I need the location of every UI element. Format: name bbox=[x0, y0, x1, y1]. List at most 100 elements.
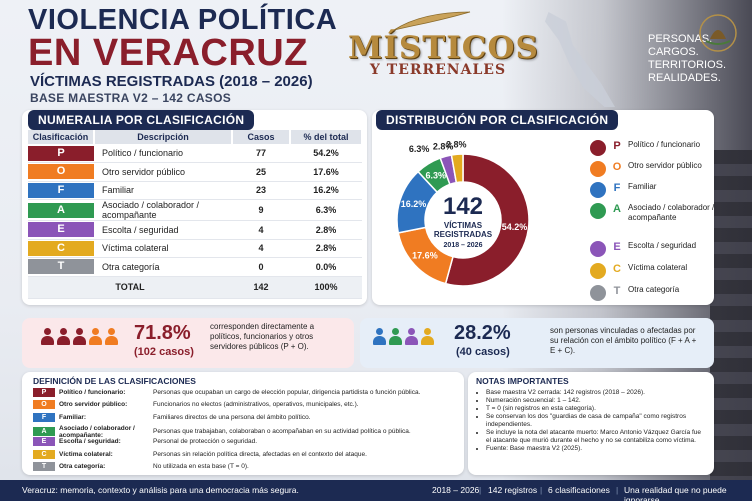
legend-swatch bbox=[590, 285, 606, 301]
definition-row: O Otro servidor público: Funcionarios no e… bbox=[33, 400, 453, 410]
person-icon bbox=[388, 328, 402, 346]
percent-cell: 6.3% bbox=[290, 199, 362, 221]
stat-percent: 71.8% bbox=[134, 322, 191, 344]
logo: MÍSTICOS Y TERRENALES bbox=[348, 30, 539, 94]
legend-item: T Otra categoría bbox=[590, 285, 716, 301]
definition-row: A Asociado / colaborador / acompañante: Pe… bbox=[33, 425, 453, 439]
class-code-badge: E bbox=[33, 437, 55, 447]
note-item: Fuente: Base maestra V2 (2025). bbox=[486, 445, 706, 453]
class-code-cell: O bbox=[28, 162, 94, 182]
definition-name: Víctima colateral: bbox=[59, 450, 113, 458]
definition-name: Escolta / seguridad: bbox=[59, 438, 121, 446]
definition-desc: No utilizada en esta base (T = 0). bbox=[153, 462, 249, 470]
class-code-cell: F bbox=[28, 181, 94, 200]
slice-label: 6.3% bbox=[426, 171, 447, 181]
definition-name: Familiar: bbox=[59, 413, 87, 421]
definition-desc: Personas que ocupaban un cargo de elecci… bbox=[153, 389, 421, 396]
slice-label-outer: 6.3% bbox=[409, 144, 430, 154]
definition-name: Otro servidor público: bbox=[59, 401, 128, 409]
table-row: F Familiar 23 16.2% bbox=[28, 181, 362, 200]
class-code-cell: P bbox=[28, 144, 94, 163]
title-line-1: VIOLENCIA POLÍTICA bbox=[28, 4, 338, 36]
description-cell: Otra categoría bbox=[94, 257, 232, 277]
cases-cell: 4 bbox=[232, 239, 290, 258]
tagline-line: REALIDADES. bbox=[648, 72, 721, 84]
legend-swatch bbox=[590, 161, 606, 177]
person-icon bbox=[420, 328, 434, 346]
person-icon bbox=[56, 328, 70, 346]
class-code-badge: A bbox=[28, 202, 94, 218]
donut-center-text: 2018 – 2026 bbox=[444, 242, 483, 249]
base-label: BASE MAESTRA V2 – 142 CASOS bbox=[30, 91, 232, 105]
footer: Veracruz: memoria, contexto y análisis p… bbox=[0, 480, 752, 501]
class-code-cell: T bbox=[28, 257, 94, 277]
slice-label: 17.6% bbox=[412, 250, 438, 260]
logo-text: MÍSTICOS bbox=[348, 30, 539, 66]
definition-row: P Político / funcionario: Personas que ocu… bbox=[33, 388, 453, 397]
legend-swatch bbox=[590, 263, 606, 279]
table-row: T Otra categoría 0 0.0% bbox=[28, 257, 362, 277]
legend-code: F bbox=[613, 182, 621, 194]
definition-desc: Funcionarios no electos (administrativos… bbox=[153, 401, 359, 409]
stat-box-right: 28.2% (40 casos) son personas vinculadas… bbox=[360, 318, 714, 368]
table-row: E Escolta / seguridad 4 2.8% bbox=[28, 220, 362, 240]
class-code-badge: P bbox=[33, 388, 55, 397]
footer-item: 2018 – 2026 bbox=[432, 485, 480, 495]
title-line-2: EN VERACRUZ bbox=[28, 32, 308, 74]
donut-chart: 54.2%17.6%16.2%6.3%2.8%2.8%6.3%142VÍCTIM… bbox=[396, 140, 530, 287]
numeralia-table: Clasificación Descripción Casos % del to… bbox=[28, 130, 363, 299]
notes-heading: NOTAS IMPORTANTES bbox=[476, 376, 569, 386]
cases-cell: 4 bbox=[232, 220, 290, 240]
class-code-cell: E bbox=[28, 220, 94, 240]
definitions-heading: DEFINICIÓN DE LAS CLASIFICACIONES bbox=[33, 376, 196, 386]
class-code-cell: A bbox=[28, 199, 94, 221]
definition-row: E Escolta / seguridad: Personal de protecc… bbox=[33, 437, 453, 447]
footer-separator: | bbox=[616, 485, 619, 495]
percent-cell: 2.8% bbox=[290, 220, 362, 240]
stat-percent: 28.2% bbox=[454, 322, 511, 344]
description-cell: Asociado / colaborador / acompañante bbox=[94, 199, 232, 221]
legend-swatch bbox=[590, 140, 606, 156]
footer-item: 142 registros bbox=[488, 485, 538, 495]
feather-icon bbox=[393, 11, 471, 31]
definition-desc: Familiares directos de una persona del á… bbox=[153, 413, 311, 421]
cases-cell: 23 bbox=[232, 181, 290, 200]
stat-box-left: 71.8% (102 casos) corresponden directame… bbox=[22, 318, 354, 368]
stat-cases: (40 casos) bbox=[456, 346, 510, 358]
donut-center-text: 142 bbox=[443, 193, 483, 220]
footer-separator: | bbox=[540, 485, 543, 495]
legend-label: Víctima colateral bbox=[628, 263, 688, 272]
legend-item: F Familiar bbox=[590, 182, 716, 198]
person-icon bbox=[72, 328, 86, 346]
definition-row: T Otra categoría: No utilizada en esta bas… bbox=[33, 461, 453, 471]
notes-panel bbox=[468, 372, 714, 475]
legend-item: E Escolta / seguridad bbox=[590, 241, 716, 257]
class-code-badge: F bbox=[33, 412, 55, 422]
footer-item: Una realidad que no puede ignorarse. bbox=[624, 485, 727, 501]
legend-code: C bbox=[613, 263, 621, 275]
chamber-seats bbox=[710, 150, 752, 480]
stat-cases: (102 casos) bbox=[134, 346, 194, 358]
legend-item: P Político / funcionario bbox=[590, 140, 716, 156]
definitions-panel bbox=[22, 372, 464, 475]
total-cases: 142 bbox=[232, 276, 290, 299]
person-icon bbox=[404, 328, 418, 346]
slice-label: 16.2% bbox=[401, 199, 427, 209]
description-cell: Escolta / seguridad bbox=[94, 220, 232, 240]
legend-code: O bbox=[612, 161, 622, 173]
note-item: Se conservan los dos "guardias de casa d… bbox=[486, 413, 706, 429]
note-item: Base maestra V2 cerrada: 142 registros (… bbox=[486, 389, 706, 397]
legend-item: A Asociado / colaborador / acompañante bbox=[590, 203, 716, 223]
class-code-badge: E bbox=[28, 222, 94, 238]
person-icon bbox=[372, 328, 386, 346]
description-cell: Familiar bbox=[94, 181, 232, 200]
legend-code: A bbox=[613, 203, 621, 215]
column-header: Descripción bbox=[94, 130, 233, 144]
description-cell: Político / funcionario bbox=[94, 144, 232, 163]
slice-label: 2.8% bbox=[446, 140, 467, 149]
percent-cell: 17.6% bbox=[290, 162, 362, 182]
logo-subtext: Y TERRENALES bbox=[369, 62, 507, 78]
legend-swatch bbox=[590, 241, 606, 257]
percent-cell: 16.2% bbox=[290, 181, 362, 200]
legend-code: E bbox=[613, 241, 621, 253]
